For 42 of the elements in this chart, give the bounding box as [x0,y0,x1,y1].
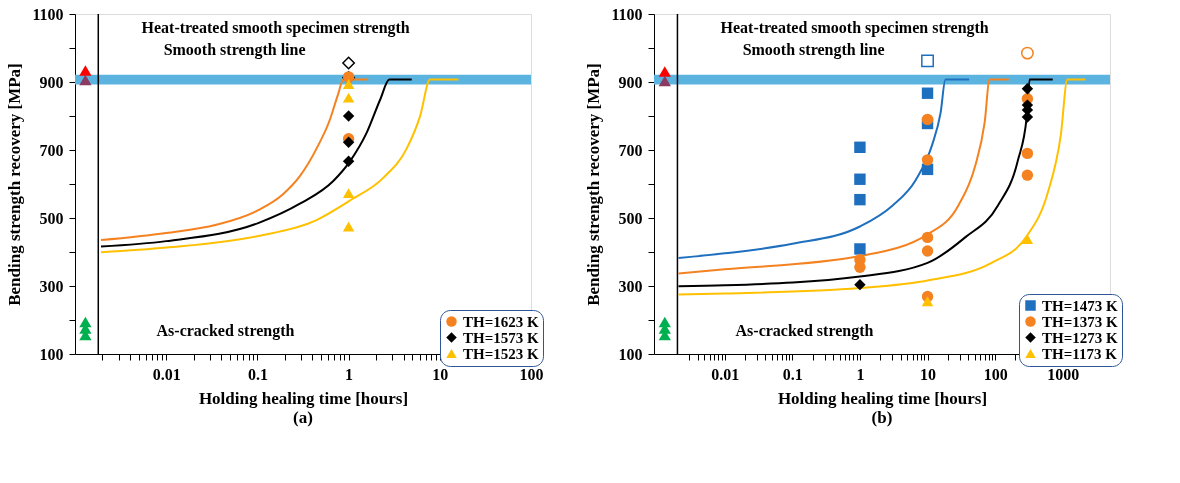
y-tick-label: 300 [39,277,64,295]
x-tick-label: 0.01 [152,365,181,383]
legend-label: TH=1523 K [463,345,539,362]
annotation: Heat-treated smooth specimen strength [141,18,410,37]
x-tick-label: 0.01 [711,365,740,383]
legend-label: TH=1373 K [1042,313,1118,330]
y-tick-label: 100 [618,345,643,363]
y-axis-title: Bending strength recovery [MPa] [5,63,25,306]
y-tick-label: 300 [618,277,643,295]
annotation: Smooth strength line [742,40,885,59]
legend-label: TH=1623 K [463,313,539,330]
x-tick-label: 0.1 [247,365,268,383]
annotation: As-cracked strength [735,321,874,340]
y-tick-label: 1100 [611,5,643,23]
y-tick-label: 700 [618,141,643,159]
y-tick-label: 1100 [32,5,64,23]
legend-label: TH=1473 K [1042,297,1118,314]
y-tick-label: 500 [39,209,64,227]
y-tick-label: 100 [39,345,64,363]
x-tick-label: 100 [519,365,544,383]
annotation: Heat-treated smooth specimen strength [720,18,989,37]
legend-label: TH=1273 K [1042,329,1118,346]
annotation: Smooth strength line [163,40,306,59]
x-tick-label: 100 [983,365,1008,383]
x-tick-label: 10 [920,365,937,383]
x-axis-title: Holding healing time [hours] [198,388,409,408]
text: (a) [293,408,313,427]
legend-label: TH=1573 K [463,329,539,346]
x-axis-title: Holding healing time [hours] [777,388,988,408]
y-tick-label: 900 [39,73,64,91]
text: (b) [871,408,893,427]
x-tick-label: 10 [432,365,449,383]
y-tick-label: 700 [39,141,64,159]
x-tick-label: 1 [345,365,354,383]
x-tick-label: 0.1 [782,365,803,383]
y-axis-title: Bending strength recovery [MPa] [584,63,604,306]
x-tick-label: 1 [856,365,865,383]
annotation: As-cracked strength [156,321,295,340]
legend-label: TH=1173 K [1042,345,1118,362]
y-tick-label: 900 [618,73,643,91]
y-tick-label: 500 [618,209,643,227]
x-tick-label: 1000 [1047,365,1080,383]
